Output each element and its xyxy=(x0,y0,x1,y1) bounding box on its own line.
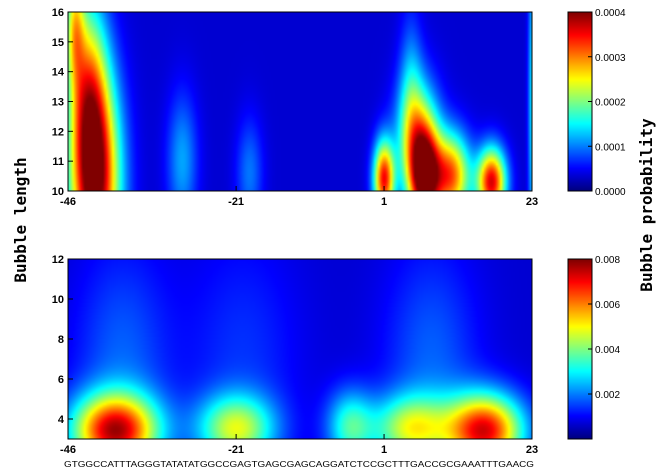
y-tick-label: 16 xyxy=(52,7,64,19)
y-tick-label: 14 xyxy=(52,67,65,79)
y-tick-label: 10 xyxy=(52,186,64,198)
top-y-ticks: 10 11 12 13 14 15 16 xyxy=(52,7,73,198)
colorbar-tick-label: 0.0001 xyxy=(595,142,626,153)
top-colorbar: 0.0000 0.0001 0.0002 0.0003 0.0004 xyxy=(567,8,626,198)
colorbar-tick-label: 0.002 xyxy=(595,390,620,401)
bottom-heatmap-panel: -46 -21 1 23 4 6 8 10 12 xyxy=(52,254,538,456)
colorbar-tick-label: 0.006 xyxy=(595,300,620,311)
y-tick-label: 10 xyxy=(52,294,64,306)
top-heatmap-panel: -46 -21 1 23 10 11 12 13 14 15 16 xyxy=(52,7,538,208)
y-tick-label: 15 xyxy=(52,37,64,49)
x-tick-label: 1 xyxy=(381,196,387,208)
x-tick-label: -21 xyxy=(228,444,244,456)
bottom-colorbar: 0.002 0.004 0.006 0.008 xyxy=(567,255,620,440)
top-colorbar-ticks: 0.0000 0.0001 0.0002 0.0003 0.0004 xyxy=(588,8,626,198)
bottom-x-ticks: -46 -21 1 23 xyxy=(60,434,538,456)
bottom-heatmap-image xyxy=(68,259,532,439)
colorbar-label: Bubble probability xyxy=(637,118,656,292)
top-x-ticks: -46 -21 1 23 xyxy=(60,186,538,208)
x-tick-label: -21 xyxy=(228,196,244,208)
y-tick-label: 13 xyxy=(52,97,64,109)
y-tick-label: 8 xyxy=(58,334,64,346)
bottom-heatmap-frame xyxy=(67,258,533,440)
colorbar-tick-label: 0.008 xyxy=(595,255,620,266)
bottom-y-ticks: 4 6 8 10 12 xyxy=(52,254,73,426)
x-tick-label: 23 xyxy=(526,444,538,456)
y-tick-label: 12 xyxy=(52,254,64,266)
colorbar-tick-label: 0.0004 xyxy=(595,8,626,19)
y-axis-label: Bubble length xyxy=(11,157,30,282)
y-tick-label: 12 xyxy=(52,126,64,138)
x-tick-label: 23 xyxy=(526,196,538,208)
colorbar-tick-label: 0.0002 xyxy=(595,98,626,109)
x-tick-label: -46 xyxy=(60,444,76,456)
bottom-colorbar-ticks: 0.002 0.004 0.006 0.008 xyxy=(588,255,620,401)
dna-sequence: GTGGCCATTTAGGGTATATATGGCCGAGTGAGCGAGCAGG… xyxy=(64,460,534,469)
x-tick-label: 1 xyxy=(381,444,387,456)
colorbar-tick-label: 0.004 xyxy=(595,345,620,356)
colorbar-tick-label: 0.0003 xyxy=(595,53,626,64)
y-tick-label: 6 xyxy=(58,374,64,386)
top-heatmap-image xyxy=(68,12,532,191)
y-tick-label: 4 xyxy=(58,414,65,426)
x-tick-label: -46 xyxy=(60,196,76,208)
y-tick-label: 11 xyxy=(52,156,64,168)
colorbar-tick-label: 0.0000 xyxy=(595,187,626,198)
